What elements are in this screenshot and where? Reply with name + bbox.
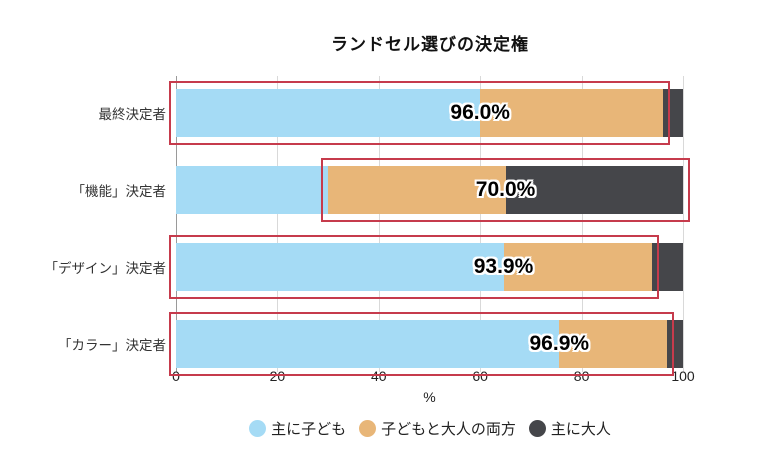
bar-track [176, 242, 683, 291]
gridline-60 [480, 76, 482, 372]
x-tick-label-40: 40 [371, 368, 387, 384]
highlight-box [169, 234, 660, 299]
legend-item-子どもと大人の両方: 子どもと大人の両方 [359, 418, 516, 439]
value-label: 93.9% [473, 254, 534, 278]
highlight-box [169, 80, 670, 145]
bar-segment-主に子ども [176, 319, 560, 368]
bar-row: 「デザイン」決定者 93.9% [0, 228, 780, 305]
bar-row: 「機能」決定者 70.0% [0, 151, 780, 228]
category-label: 最終決定者 [98, 106, 167, 122]
legend: 主に子ども 子どもと大人の両方 主に大人 [80, 415, 780, 441]
highlight-box [169, 311, 675, 376]
x-tick-label-100: 100 [671, 368, 695, 384]
legend-swatch-icon [359, 419, 377, 437]
x-tick-label-80: 80 [573, 368, 590, 384]
bar-segment-主に大人 [667, 319, 683, 368]
bar-segment-子どもと大人の両方 [480, 88, 663, 137]
bar-row: 最終決定者 96.0% [0, 74, 780, 151]
legend-swatch-icon [528, 419, 546, 437]
category-label: 「デザイン」決定者 [44, 260, 167, 276]
bar-track [176, 165, 683, 214]
x-tick-label-20: 20 [269, 368, 286, 384]
legend-label: 主に大人 [550, 420, 611, 438]
y-axis-line [176, 76, 177, 372]
bar-segment-子どもと大人の両方 [328, 165, 506, 214]
gridline-20 [277, 76, 279, 372]
legend-label: 主に子ども [271, 420, 347, 438]
bar-segment-主に子ども [176, 242, 504, 291]
gridline-80 [581, 76, 583, 372]
chart-title: ランドセル選びの決定権 [331, 35, 529, 54]
value-label: 96.0% [450, 100, 510, 124]
bar-segment-子どもと大人の両方 [559, 319, 668, 368]
category-label: 「機能」決定者 [71, 183, 167, 199]
legend-item-主に大人: 主に大人 [528, 418, 611, 439]
bar-segment-主に大人 [505, 165, 683, 214]
bar-segment-子どもと大人の両方 [503, 242, 653, 291]
x-tick-label-0: 0 [172, 368, 180, 384]
legend-item-主に子ども: 主に子ども [249, 418, 346, 439]
bar-segment-主に子ども [176, 165, 329, 214]
bar-track [176, 319, 683, 368]
bar-segment-主に子ども [176, 88, 481, 137]
category-label: 「カラー」決定者 [58, 337, 166, 353]
legend-label: 子どもと大人の両方 [381, 420, 516, 438]
value-label: 96.9% [529, 331, 590, 355]
x-axis-label: % [423, 389, 436, 405]
bar-row: 「カラー」決定者 96.9% [0, 305, 780, 382]
x-tick-label-60: 60 [472, 368, 488, 384]
highlight-box [321, 157, 690, 222]
gridline-100 [683, 76, 684, 372]
legend-swatch-icon [249, 419, 267, 437]
gridline-40 [378, 76, 380, 372]
value-label: 70.0% [475, 177, 536, 201]
